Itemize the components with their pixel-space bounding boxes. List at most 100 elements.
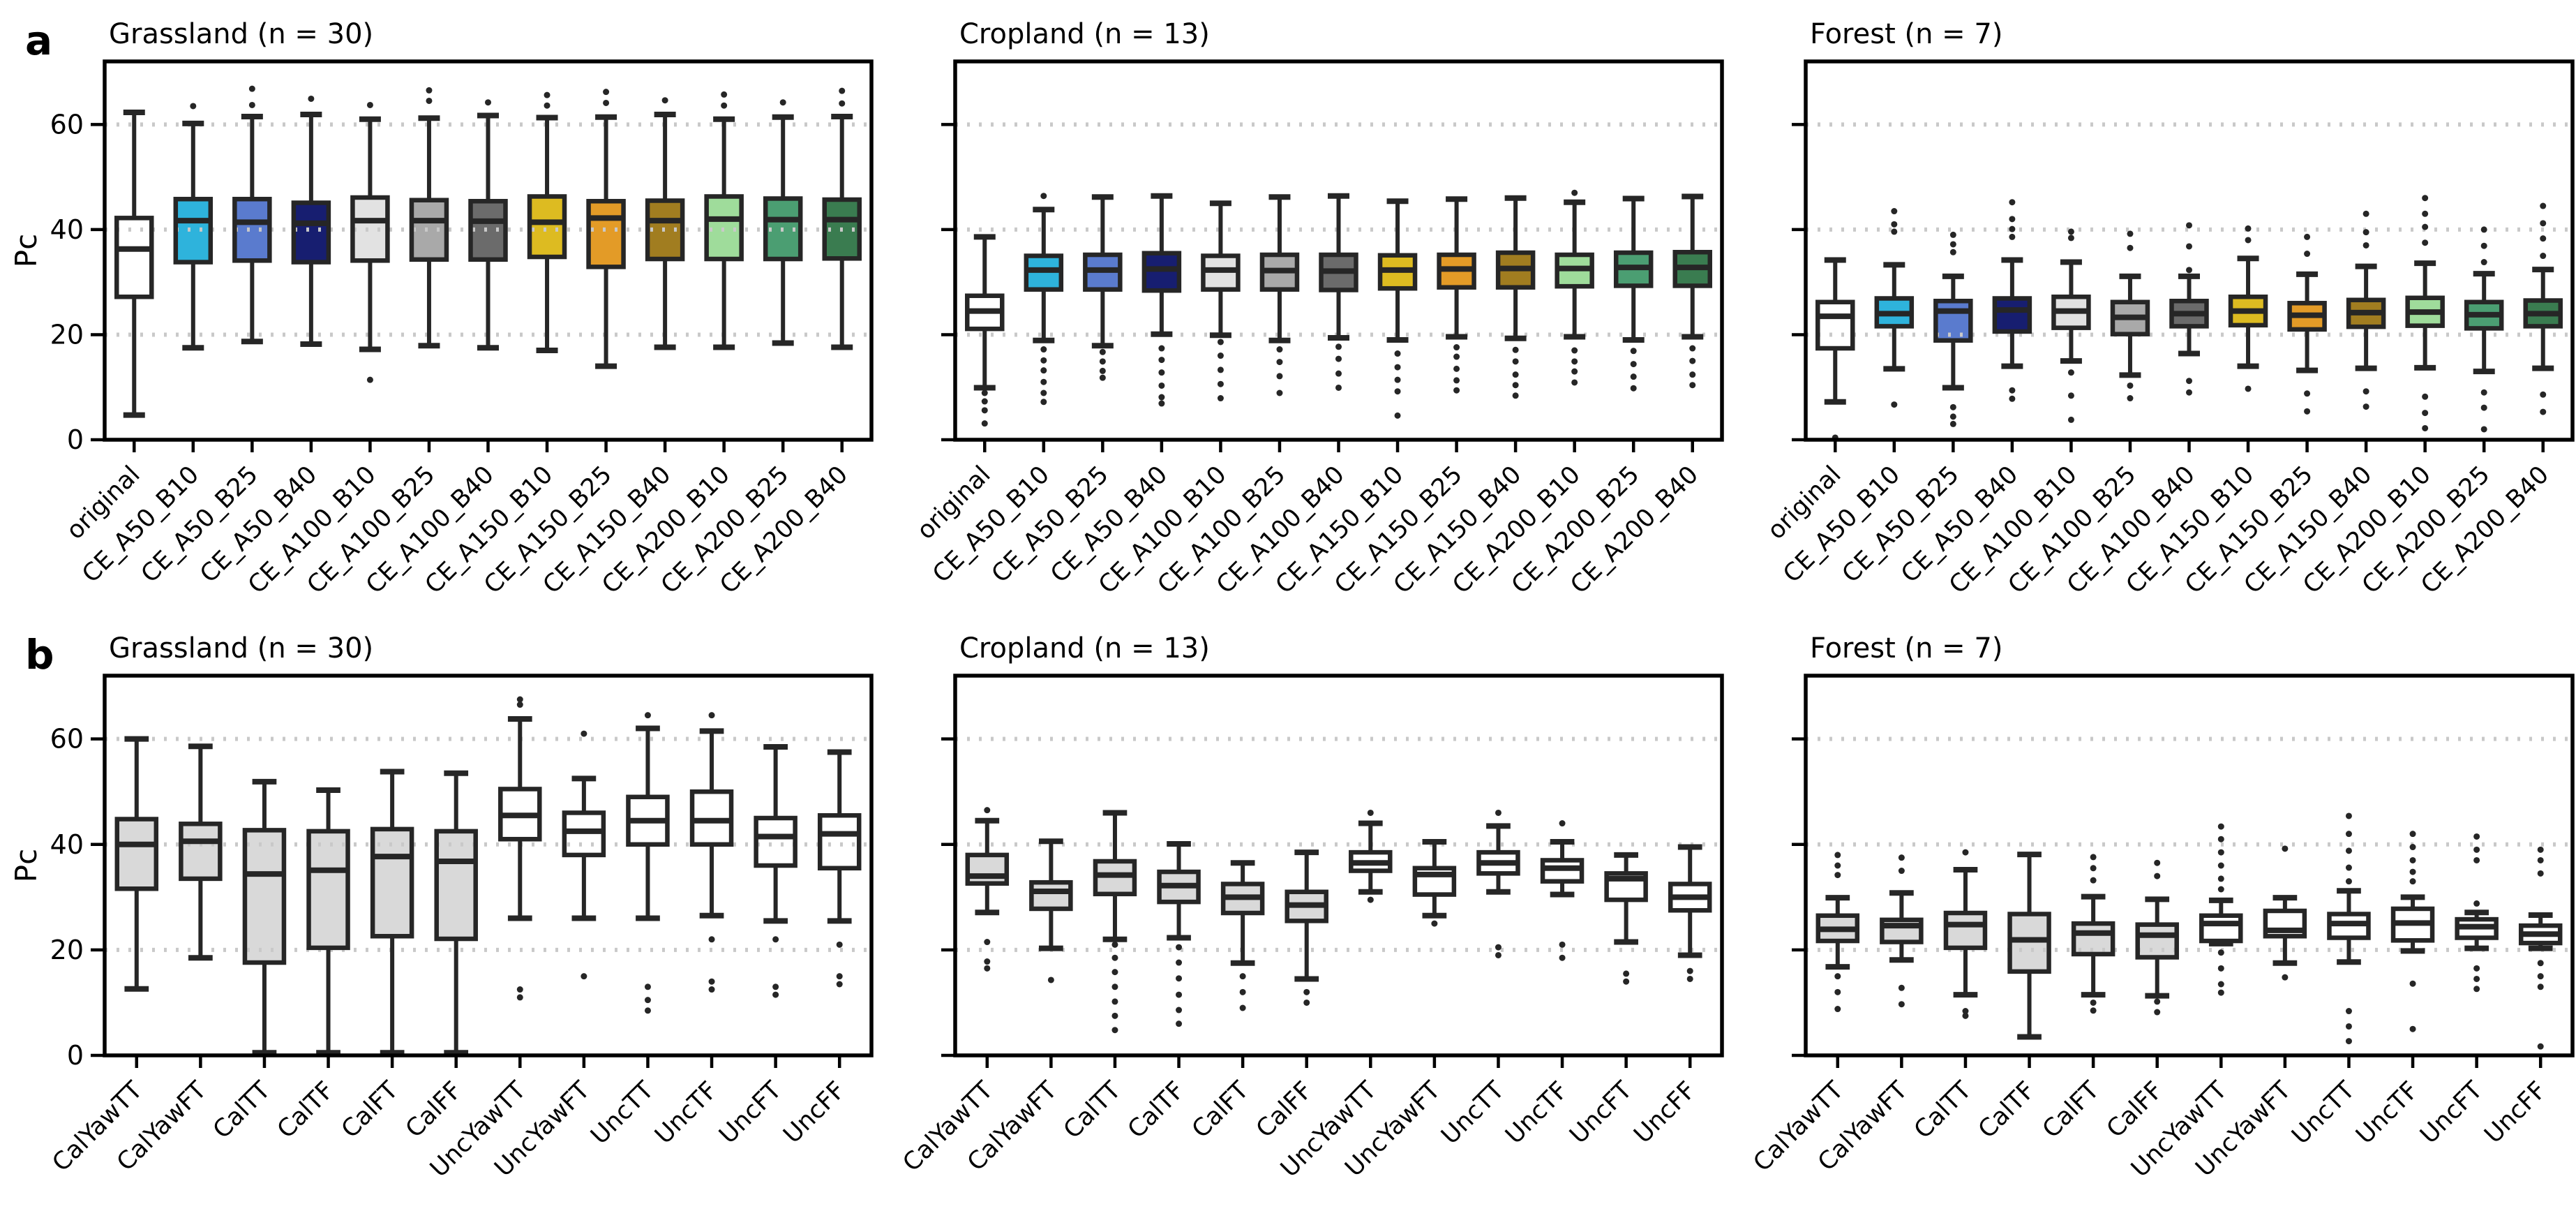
outlier-point [248,101,255,108]
box-edge [291,200,331,265]
outlier-point [2537,983,2544,990]
outlier-point [2217,862,2224,869]
outlier-point [1111,983,1118,990]
outlier-point [721,91,728,98]
outlier-point [1571,379,1578,386]
outlier-point [1689,357,1696,364]
box-fill [1818,302,1853,349]
outlier-point [1040,357,1047,364]
outlier-point [2345,1023,2352,1030]
outlier-point [1217,352,1224,359]
box-edge [370,826,414,939]
outlier-point [1891,401,1898,408]
axes-frame [103,674,874,1057]
outlier-point [2127,395,2134,402]
outlier-point [1217,366,1224,373]
outlier-point [2480,389,2487,396]
outlier-point [1512,382,1519,389]
outlier-point [1276,359,1283,366]
outlier-point [2422,210,2429,217]
outlier-point [984,807,991,814]
outlier-point [1099,358,1106,365]
box-fill [411,200,447,260]
outlier-point [2245,237,2252,244]
x-tick-label: UncTT [2286,1076,2360,1150]
outlier-point [1276,389,1283,396]
outlier-point [2067,369,2074,376]
outlier-point [2537,870,2544,877]
outlier-point [1962,849,1969,856]
outlier-point [1495,809,1502,816]
panel-title: Cropland (n = 13) [959,632,1210,665]
box-edge [173,196,214,265]
outlier-point [1571,368,1578,375]
axes-frame [953,674,1724,1057]
outlier-point [1686,975,1693,982]
outlier-point [2304,390,2311,397]
outlier-point [1176,991,1183,998]
outlier-point [1394,412,1401,419]
outlier-point [1559,941,1566,948]
outlier-point [1158,382,1165,389]
outlier-point [1394,388,1401,395]
x-tick-label: CalTF [1973,1076,2041,1144]
box-fill [293,202,329,262]
outlier-point [1689,345,1696,352]
outlier-point [366,376,373,383]
outlier-point [1040,346,1047,353]
box-fill [588,201,624,267]
outlier-point [2362,388,2369,395]
outlier-point [1335,384,1342,391]
axes-frame [1804,674,2575,1057]
outlier-point [2154,873,2161,879]
box-edge [434,829,478,942]
outlier-point [1158,369,1165,376]
outlier-point [2480,259,2487,266]
box-edge [817,812,862,871]
outlier-point [1898,1001,1905,1008]
x-tick-label: UncTF [1500,1076,1573,1150]
outlier-point [2217,836,2224,842]
box-edge [965,852,1010,886]
outlier-point [2409,878,2416,885]
outlier-point [2480,242,2487,249]
outlier-point [1898,868,1905,875]
box-fill [967,854,1007,884]
outlier-point [1559,820,1566,827]
panel-title: Grassland (n = 30) [109,632,373,665]
outlier-point [1111,1012,1118,1019]
outlier-point [2480,426,2487,433]
outlier-point [2217,981,2224,988]
outlier-point [1217,395,1224,402]
outlier-point [2090,854,2097,861]
outlier-point [1394,376,1401,383]
outlier-point [1303,988,1310,995]
outlier-point [1111,1027,1118,1034]
outlier-point [1453,365,1460,372]
outlier-point [2067,228,2074,235]
outlier-point [2217,886,2224,893]
outlier-point [661,97,668,104]
x-tick-label: UncFF [1628,1076,1701,1149]
outlier-point [2090,865,2097,872]
outlier-point [1686,967,1693,974]
outlier-point [1559,954,1566,961]
y-tick-label: 60 [50,109,84,140]
outlier-point [603,99,610,106]
outlier-point [2067,392,2074,399]
outlier-point [1217,339,1224,346]
outlier-point [1111,998,1118,1005]
outlier-point [2345,847,2352,854]
outlier-point [2409,1025,2416,1032]
outlier-point [2217,823,2224,830]
box-edge [114,216,154,299]
box-edge [2071,921,2116,957]
outlier-point [581,730,587,737]
outlier-point [248,85,255,92]
outlier-point [1834,862,1841,869]
outlier-point [2540,235,2547,242]
outlier-point [2362,403,2369,410]
outlier-point [1176,1007,1183,1014]
outlier-point [1891,208,1898,215]
outlier-point [2537,856,2544,863]
